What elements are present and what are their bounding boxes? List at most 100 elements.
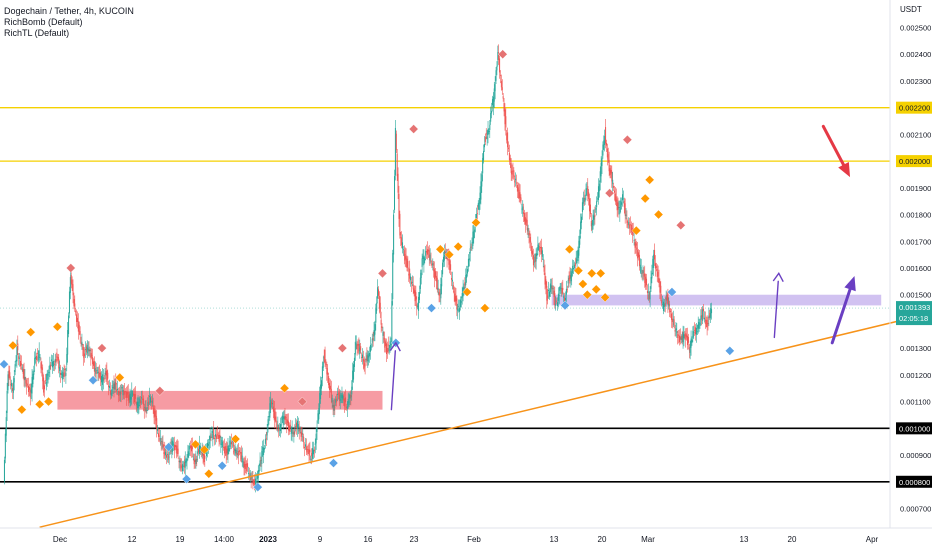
candle-body [74, 303, 76, 308]
candle-body [19, 357, 21, 359]
candle-body [11, 382, 13, 387]
candle-body [511, 170, 513, 175]
candle-body [261, 450, 263, 465]
candle-body [17, 343, 19, 351]
candle-body [348, 401, 350, 403]
time-tick-label: 9 [318, 535, 323, 544]
candle-body [158, 435, 160, 437]
level-tag [896, 475, 932, 488]
candle-body [389, 341, 391, 348]
candle-body [192, 456, 194, 458]
candle-body [69, 277, 71, 293]
candle-body [129, 393, 131, 403]
candle-body [520, 197, 522, 202]
candle-body [27, 385, 29, 392]
candle-body [421, 258, 423, 268]
candle-body [646, 278, 648, 286]
candle-body [523, 211, 525, 215]
purple-arrow-shaft [390, 350, 397, 411]
candle-body [565, 288, 567, 295]
candle-body [332, 404, 334, 407]
candle-body [264, 439, 266, 444]
candle-body [268, 416, 270, 417]
candle-body [206, 442, 208, 451]
candle-body [644, 273, 646, 283]
candle-body [504, 109, 506, 125]
candle-body [225, 446, 227, 456]
time-axis: Dec 12 19 14:00 2023 9 16 23 Feb 13 20 Mar 13 20 Apr [53, 535, 879, 544]
candle-body [30, 389, 32, 393]
candle-body [428, 249, 430, 258]
candle-body [149, 397, 151, 403]
candle-body [522, 206, 524, 211]
candle-body [125, 391, 127, 398]
candle-body [191, 445, 193, 450]
candle-body [59, 366, 61, 372]
candle-body [145, 408, 147, 413]
candle-body [90, 352, 92, 358]
candle-body [91, 354, 93, 357]
candle-body [371, 338, 373, 343]
candle-body [323, 357, 325, 359]
candle-body [272, 403, 274, 405]
candle-body [127, 392, 129, 402]
candle-body [512, 170, 514, 172]
candle-body [135, 404, 137, 406]
candle-body [236, 452, 238, 456]
candle-body [75, 310, 77, 313]
candle-body [657, 272, 659, 277]
candle-body [50, 365, 52, 367]
candle-body [555, 304, 557, 306]
candle-body [54, 358, 56, 362]
orange-diamond-marker [462, 287, 472, 297]
candle-body [698, 321, 700, 329]
candle-body [597, 198, 599, 200]
candle-body [28, 387, 30, 390]
candle-body [344, 398, 346, 407]
candle-body [544, 272, 546, 285]
candle-body [583, 197, 585, 199]
candle-body [68, 291, 70, 314]
candle-body [612, 179, 614, 185]
orange-diamond-marker [578, 279, 588, 289]
candle-body [593, 215, 595, 220]
candle-body [615, 196, 617, 202]
level-tag-label: 0.000800 [899, 478, 930, 487]
candle-body [441, 278, 443, 287]
candle-body [516, 185, 518, 192]
candle-body [635, 243, 637, 246]
candle-body [87, 347, 89, 350]
candle-body [206, 451, 208, 456]
candle-body [112, 387, 114, 388]
candle-body [392, 253, 394, 300]
candle-body [650, 277, 652, 289]
candle-body [154, 410, 156, 417]
candle-body [319, 393, 321, 408]
candle-body [174, 444, 176, 451]
candle-body [310, 458, 312, 461]
candle-body [93, 361, 95, 366]
candle-body [419, 277, 421, 289]
candle-body [444, 251, 446, 255]
candle-body [406, 258, 408, 268]
candle-body [663, 303, 665, 307]
candle-body [33, 370, 35, 375]
candle-body [173, 443, 175, 445]
candle-body [133, 393, 135, 403]
candle-body [532, 250, 534, 255]
candle-body [442, 262, 444, 275]
candle-body [68, 315, 70, 335]
candle-body [13, 378, 15, 383]
candle-body [633, 240, 635, 242]
candle-body [585, 188, 587, 196]
candle-body [427, 249, 429, 252]
blue-diamond-marker [217, 460, 227, 471]
candle-body [529, 237, 531, 242]
candle-body [388, 348, 390, 352]
candle-body [621, 202, 623, 205]
red-diamond-marker [676, 220, 686, 231]
candle-body [399, 213, 401, 236]
candle-body [653, 254, 655, 268]
candle-body [46, 373, 48, 381]
